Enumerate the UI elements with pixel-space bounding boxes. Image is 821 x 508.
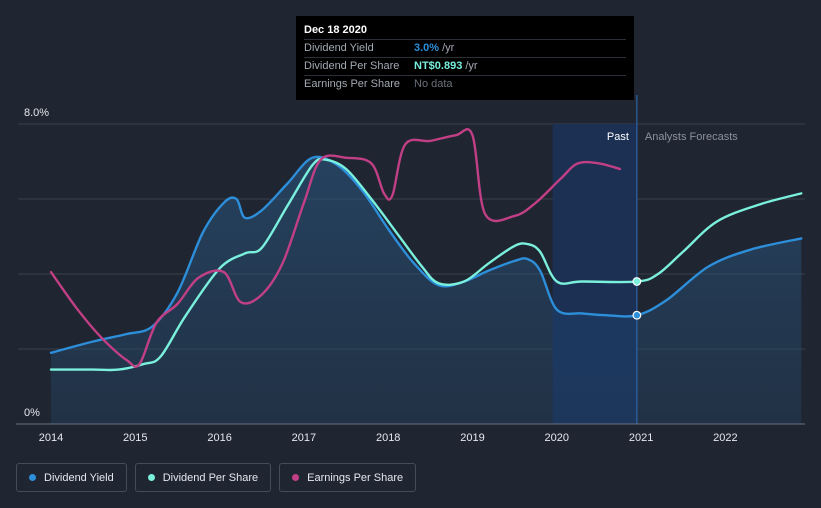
x-tick-label: 2015 [123, 432, 147, 444]
legend-label: Dividend Per Share [162, 471, 259, 484]
earnings-per-share-line [49, 128, 622, 368]
x-tick-label: 2018 [376, 432, 400, 444]
x-tick-label: 2016 [207, 432, 231, 444]
tooltip-value: NT$0.893 [414, 60, 463, 72]
legend-dot-icon [147, 474, 155, 481]
tooltip-row-dividend-yield: Dividend Yield 3.0% /yr [304, 39, 626, 57]
chart-legend: Dividend Yield Dividend Per Share Earnin… [16, 463, 417, 492]
legend-dot-icon [292, 474, 300, 481]
forecast-label: Analysts Forecasts [645, 131, 738, 143]
tooltip-unit: /yr [465, 60, 478, 72]
legend-dot-icon [29, 474, 36, 481]
past-year-highlight [552, 124, 637, 424]
dividend-yield-line [49, 155, 803, 354]
tooltip-date: Dec 18 2020 [304, 24, 367, 36]
legend-label: Earnings Per Share [307, 471, 404, 484]
tooltip-value: No data [414, 78, 453, 90]
y-axis-max-label: 8.0% [24, 107, 49, 119]
dividend-per-share-marker [632, 277, 642, 286]
x-tick-label: 2014 [39, 432, 63, 444]
dividend-yield-area [51, 156, 802, 424]
tooltip-unit: /yr [442, 42, 455, 54]
legend-dividend-per-share[interactable]: Dividend Per Share [134, 463, 272, 492]
tooltip-row-earnings-per-share: Earnings Per Share No data [304, 75, 626, 93]
x-tick-label: 2020 [545, 432, 569, 444]
past-label: Past [607, 131, 629, 143]
x-tick-label: 2019 [460, 432, 484, 444]
tooltip-label: Earnings Per Share [304, 78, 400, 90]
tooltip-row-dividend-per-share: Dividend Per Share NT$0.893 /yr [304, 57, 626, 75]
x-tick-label: 2022 [713, 432, 737, 444]
tooltip-value: 3.0% [414, 42, 440, 54]
legend-earnings-per-share[interactable]: Earnings Per Share [279, 463, 417, 492]
tooltip-label: Dividend Per Share [304, 60, 400, 72]
chart-tooltip: Dec 18 2020 Dividend Yield 3.0% /yr Divi… [296, 16, 634, 100]
legend-label: Dividend Yield [44, 471, 114, 484]
legend-dividend-yield[interactable]: Dividend Yield [16, 463, 127, 492]
y-axis-min-label: 0% [24, 407, 40, 419]
dividend-yield-marker [632, 310, 642, 320]
tooltip-label: Dividend Yield [304, 42, 374, 54]
x-tick-label: 2021 [629, 432, 653, 444]
x-tick-label: 2017 [292, 432, 316, 444]
